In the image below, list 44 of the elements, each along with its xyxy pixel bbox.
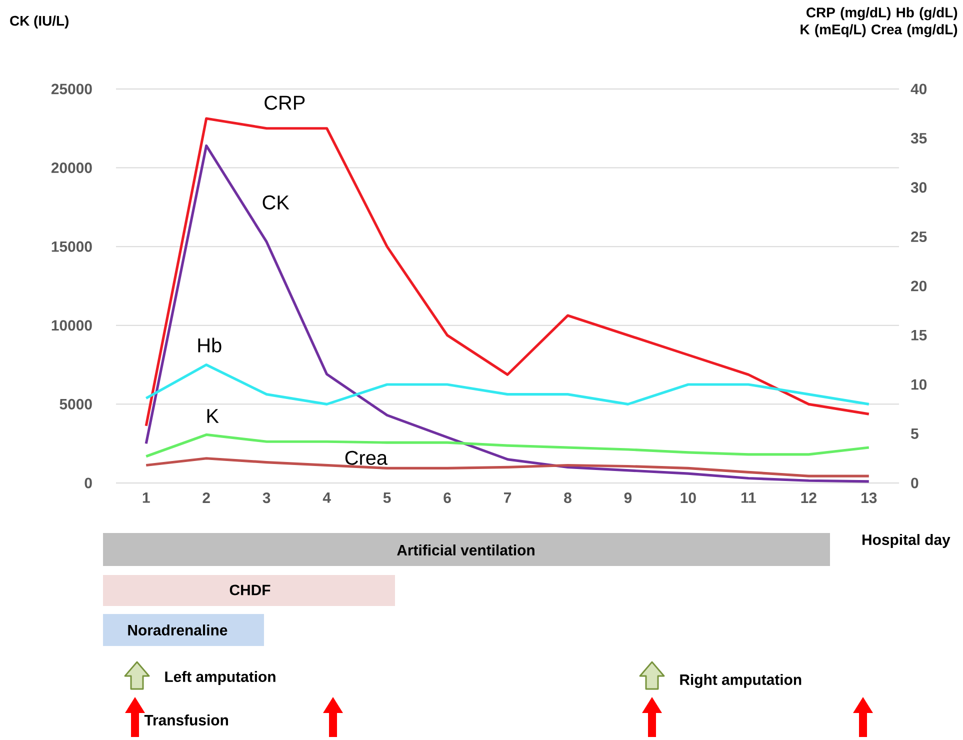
x-tick-label: 13 [862, 492, 877, 504]
y2-tick-label: 15 [911, 330, 927, 340]
y-tick-label: 5000 [60, 398, 92, 410]
y-tick-label: 10000 [52, 320, 92, 331]
series-label: CK [262, 195, 290, 210]
text: Left amputation [165, 671, 276, 685]
x-tick-label: 5 [383, 492, 391, 503]
y-tick-label: 15000 [52, 241, 92, 252]
y-tick-label: 20000 [51, 162, 92, 174]
x-tick-label: 3 [262, 492, 270, 504]
x-tick-label: 6 [444, 492, 451, 504]
y-axis-title: CK (IU/L) [10, 15, 68, 28]
text: Transfusion [144, 714, 228, 726]
x-tick-label: 12 [801, 492, 816, 503]
series-label: Crea [345, 450, 388, 465]
series-label: Hb [198, 338, 222, 352]
x-tick-label: 9 [624, 492, 632, 504]
y2-tick-label: 0 [911, 478, 918, 488]
y2-tick-label: 25 [911, 231, 927, 242]
text: CHDF [230, 584, 270, 596]
x-tick-label: 4 [322, 492, 331, 503]
y2-tick-label: 20 [911, 280, 927, 292]
line-series [144, 363, 870, 406]
y2-tick-label: 30 [910, 182, 927, 193]
y2-tick-label: 5 [910, 428, 918, 439]
y-tick-label: 0 [84, 478, 92, 488]
y2-tick-label: 35 [910, 132, 927, 144]
text: Right amputation [680, 674, 802, 688]
x-tick-label: 10 [680, 492, 696, 504]
x-tick-label: 7 [504, 492, 512, 503]
x-tick-label: 1 [142, 492, 150, 503]
x-axis-title: Hospital day [862, 534, 950, 548]
y2-tick-label: 40 [910, 84, 927, 94]
x-tick-label: 8 [564, 492, 572, 504]
x-tick-label: 2 [202, 492, 210, 503]
y2-tick-label: 10 [911, 379, 927, 390]
line-series [144, 117, 870, 428]
y-tick-label: 25000 [51, 84, 92, 94]
series-label: K [207, 409, 219, 423]
series-label: CRP [264, 96, 305, 110]
y2-axis-title: CRP (mg/dL) Hb (g/dL) K (mEq/L) Crea (mg/dL) [800, 7, 958, 38]
text: Noradrenaline [128, 624, 228, 636]
text: Artificial ventilation [397, 544, 534, 556]
x-tick-label: 11 [741, 492, 756, 503]
